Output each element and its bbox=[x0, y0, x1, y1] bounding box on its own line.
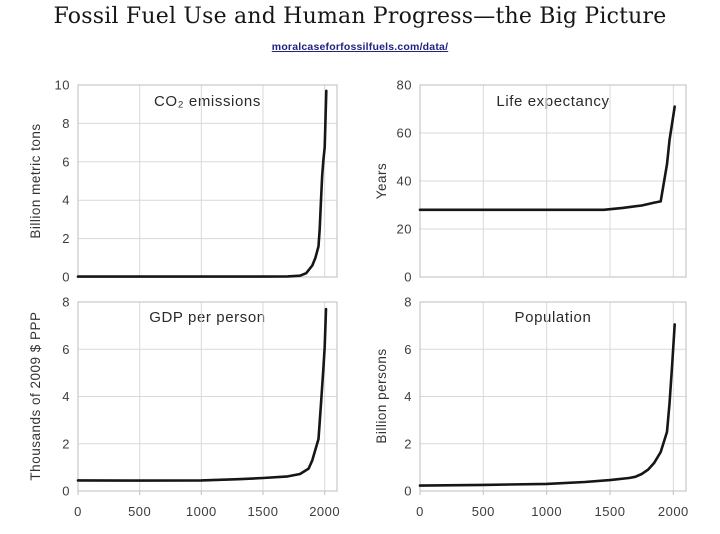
y-tick-label: 80 bbox=[397, 78, 412, 93]
y-tick-label: 4 bbox=[62, 193, 70, 208]
x-tick-label: 500 bbox=[128, 504, 151, 519]
y-tick-label: 8 bbox=[62, 116, 70, 131]
chart-cell-gdp-per-person: Thousands of 2009 $ PPP GDP per person 0… bbox=[0, 290, 360, 534]
page-title: Fossil Fuel Use and Human Progress—the B… bbox=[53, 4, 667, 29]
chart-title: Life expectancy bbox=[496, 93, 610, 110]
data-line bbox=[418, 323, 677, 487]
y-tick-label: 60 bbox=[397, 126, 412, 141]
data-line bbox=[76, 89, 328, 278]
plot-life-expectancy: 0 20 40 60 80 bbox=[397, 78, 687, 285]
x-tick-label: 1500 bbox=[248, 504, 279, 519]
chart-cell-population: Billion persons Population 0 2 4 6 8 0 500 1000… bbox=[360, 290, 720, 534]
x-tick-label: 1000 bbox=[186, 504, 217, 519]
data-line bbox=[76, 307, 328, 482]
y-tick-label: 2 bbox=[62, 436, 70, 451]
x-tick-label: 0 bbox=[74, 504, 82, 519]
chart-title: CO₂ emissions bbox=[154, 93, 261, 110]
y-tick-label: 4 bbox=[62, 389, 70, 404]
plot-border bbox=[77, 84, 338, 278]
x-tick-label: 2000 bbox=[309, 504, 340, 519]
y-tick-label: 6 bbox=[62, 342, 70, 357]
chart-title: GDP per person bbox=[149, 309, 266, 326]
data-line bbox=[418, 105, 677, 212]
y-tick-label: 4 bbox=[404, 389, 412, 404]
y-tick-label: 2 bbox=[404, 436, 412, 451]
plot-gdp-per-person: 0 2 4 6 8 0 500 1000 1500 2000 bbox=[62, 295, 340, 520]
y-tick-label: 8 bbox=[62, 295, 70, 310]
y-tick-label: 20 bbox=[397, 222, 412, 237]
plot-population: 0 2 4 6 8 0 500 1000 1500 2000 bbox=[404, 295, 689, 520]
x-tick-label: 500 bbox=[472, 504, 495, 519]
y-tick-label: 8 bbox=[404, 295, 412, 310]
y-tick-label: 0 bbox=[404, 270, 412, 285]
x-tick-label: 1500 bbox=[595, 504, 626, 519]
plot-co2-emissions: 0 2 4 6 8 10 bbox=[55, 78, 338, 285]
plot-border bbox=[419, 301, 687, 492]
y-tick-label: 6 bbox=[62, 154, 70, 169]
y-tick-label: 6 bbox=[404, 342, 412, 357]
plot-border bbox=[77, 301, 338, 492]
x-tick-label: 2000 bbox=[658, 504, 689, 519]
y-tick-label: 10 bbox=[55, 78, 70, 93]
y-tick-label: 40 bbox=[397, 174, 412, 189]
chart-title: Population bbox=[514, 309, 592, 326]
plot-border bbox=[419, 84, 687, 278]
chart-cell-life-expectancy: Years Life expectancy 0 20 40 60 80 bbox=[360, 62, 720, 290]
y-tick-label: 0 bbox=[62, 270, 70, 285]
y-tick-label: 2 bbox=[62, 231, 70, 246]
x-tick-label: 0 bbox=[416, 504, 424, 519]
x-tick-label: 1000 bbox=[531, 504, 562, 519]
y-tick-label: 0 bbox=[62, 484, 70, 499]
source-link[interactable]: moralcaseforfossilfuels.com/data/ bbox=[271, 41, 449, 53]
y-tick-label: 0 bbox=[404, 484, 412, 499]
